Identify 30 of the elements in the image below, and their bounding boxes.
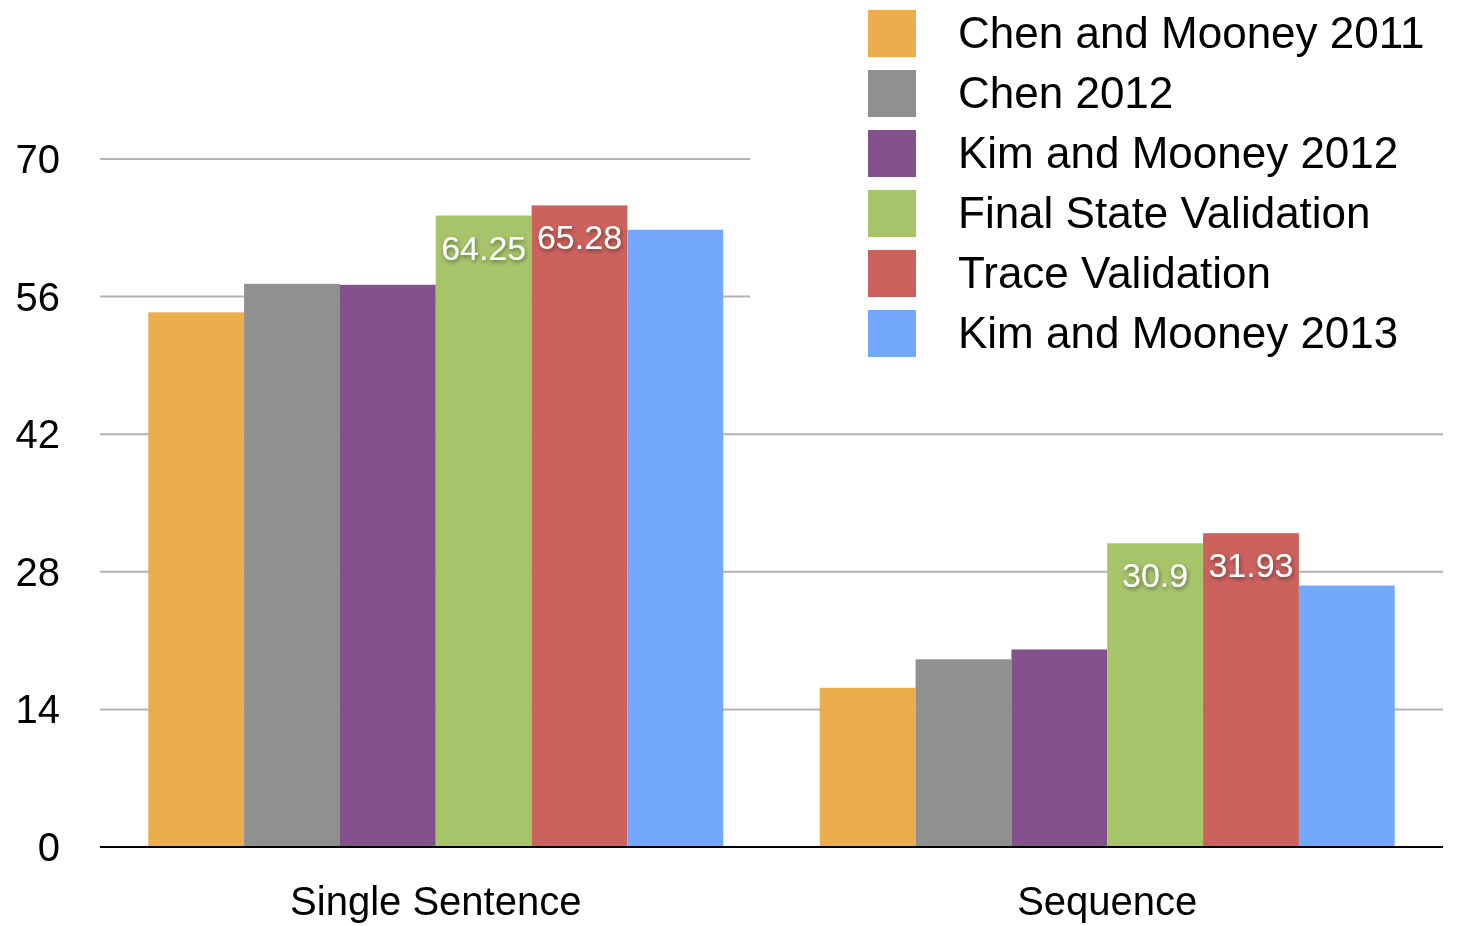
y-tick-label: 70 [15, 137, 60, 181]
bar [1011, 649, 1108, 847]
bar [627, 229, 724, 847]
legend-label: Kim and Mooney 2012 [958, 128, 1399, 178]
bar [1298, 585, 1395, 847]
y-tick-label: 56 [15, 274, 60, 319]
data-label: 31.93 [1208, 546, 1294, 585]
bar [1203, 533, 1299, 847]
data-label: 64.25 [441, 228, 527, 267]
y-tick-label: 42 [15, 412, 60, 457]
legend-label: Chen 2012 [958, 68, 1174, 118]
bar [244, 283, 340, 847]
y-tick-label: 28 [15, 549, 60, 594]
data-label: 30.9 [1122, 556, 1189, 595]
bar [148, 312, 245, 847]
x-tick-label: Sequence [1017, 879, 1198, 923]
y-tick-label: 0 [37, 825, 60, 869]
x-tick-label: Single Sentence [290, 879, 582, 923]
bar [531, 205, 628, 847]
y-tick-label: 14 [15, 687, 60, 732]
bar [339, 284, 436, 847]
legend-label: Chen and Mooney 2011 [958, 8, 1425, 58]
bar [819, 687, 916, 847]
bar [435, 215, 532, 847]
legend-label: Final State Validation [958, 188, 1371, 238]
bar [1107, 543, 1204, 847]
data-label: 65.28 [536, 218, 623, 257]
bar [915, 659, 1012, 847]
legend-label: Trace Validation [958, 248, 1272, 298]
legend-label: Kim and Mooney 2013 [958, 308, 1399, 358]
